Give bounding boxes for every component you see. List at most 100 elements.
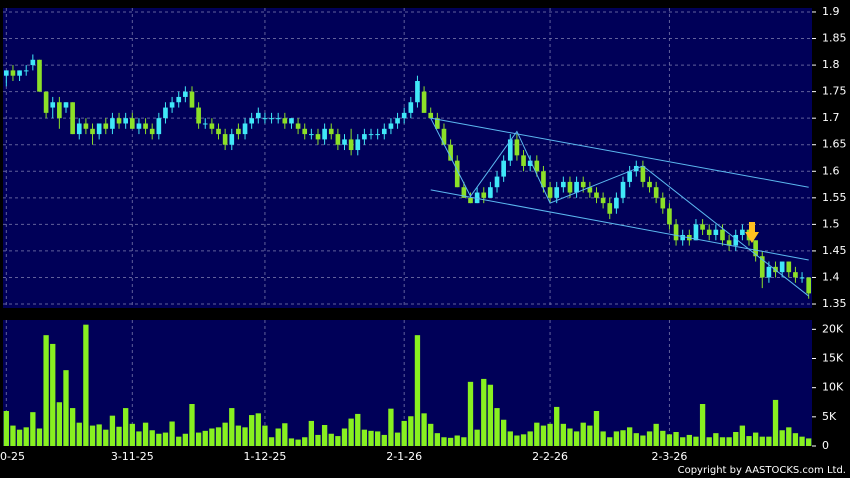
candle-body — [23, 70, 29, 72]
volume-bar — [500, 419, 507, 446]
volume-bar — [527, 431, 533, 446]
candle-body — [786, 261, 792, 273]
volume-bar — [242, 427, 248, 446]
volume-bar — [434, 433, 440, 446]
volume-bar — [103, 429, 109, 446]
y-tick-label: 1.7 — [822, 111, 840, 124]
volume-bar — [693, 436, 699, 446]
candle-body — [461, 187, 467, 198]
volume-bar — [10, 425, 16, 446]
y-tick-label: 20K — [822, 322, 844, 335]
candle-body — [541, 171, 546, 188]
volume-bar — [640, 435, 646, 446]
volume-bar — [123, 408, 129, 446]
volume-bar — [706, 437, 712, 446]
y-tick-label: 1.85 — [822, 32, 847, 45]
y-tick-label: 1.6 — [822, 164, 840, 177]
candle-body — [163, 107, 168, 119]
candle-body — [176, 96, 182, 103]
volume-bar — [255, 413, 261, 446]
volume-bar — [16, 429, 23, 446]
candle-body — [209, 123, 215, 129]
volume-bar — [600, 431, 606, 446]
volume-bar — [494, 408, 500, 446]
candle-body — [50, 102, 56, 108]
volume-bar — [806, 438, 812, 446]
candle-body — [282, 118, 288, 124]
x-tick-label: 2-2-26 — [532, 450, 568, 463]
candle-body — [328, 128, 334, 135]
y-tick-label: 1.8 — [822, 58, 840, 71]
volume-bar — [116, 426, 122, 446]
candle-body — [481, 192, 487, 198]
candle-body — [123, 118, 128, 124]
volume-bar — [36, 428, 43, 446]
x-tick-label: 1-12-25 — [243, 450, 286, 463]
candle-body — [726, 240, 732, 246]
candle-body — [547, 187, 553, 198]
volume-bar — [713, 433, 719, 446]
candle-body — [322, 128, 327, 140]
volume-bar — [428, 423, 434, 446]
candle-body — [779, 261, 785, 273]
candle-body — [653, 187, 659, 198]
signal-arrow — [745, 222, 759, 243]
volume-bar — [792, 433, 799, 446]
volume-bar — [189, 404, 195, 446]
candle-body — [236, 128, 241, 135]
candle-body — [567, 181, 573, 193]
volume-bar — [507, 431, 513, 446]
candle-body — [580, 181, 586, 188]
volume-bar — [50, 343, 56, 446]
volume-bar — [156, 433, 162, 446]
volume-bar — [381, 434, 387, 446]
candle-body — [680, 234, 686, 241]
y-tick-label: 1.75 — [822, 85, 847, 98]
candle-body — [401, 112, 407, 119]
candle-body — [302, 128, 308, 135]
volume-bar — [534, 422, 540, 446]
volume-bar — [779, 430, 785, 446]
volume-bar — [76, 422, 82, 446]
y-tick-label: 1.65 — [822, 138, 847, 151]
volume-bar — [646, 431, 653, 446]
candle-body — [315, 134, 321, 140]
candle-body — [249, 118, 254, 124]
candle-body — [70, 102, 75, 135]
volume-bar — [633, 433, 639, 446]
y-tick-label: 1.5 — [822, 217, 840, 230]
volume-bar — [414, 335, 421, 446]
volume-bar — [719, 437, 726, 446]
candle-body — [262, 118, 268, 120]
candle-body — [574, 181, 579, 193]
candle-body — [620, 181, 626, 198]
candle-body — [733, 234, 739, 246]
volume-bar — [169, 421, 175, 446]
zigzag-line — [430, 117, 809, 297]
copyright: Copyright by AASTOCKS.com Ltd. — [678, 465, 846, 476]
volume-bar — [229, 408, 235, 446]
volume-bar — [487, 384, 494, 446]
volume-bar — [249, 415, 255, 446]
volume-bar — [766, 436, 772, 446]
candle-body — [607, 203, 613, 214]
volume-bar — [733, 432, 739, 446]
candle-body — [753, 240, 758, 257]
candle-body — [673, 224, 679, 241]
candle-body — [275, 118, 281, 120]
volume-bar — [752, 432, 759, 446]
volume-bar — [408, 416, 414, 446]
candle-body — [96, 123, 102, 135]
candle-body — [388, 123, 394, 129]
volume-bar — [136, 431, 142, 446]
volume-bar — [302, 437, 308, 446]
y-tick-label: 1.45 — [822, 244, 847, 257]
candle-body — [587, 187, 593, 193]
y-tick-label: 1.35 — [822, 297, 847, 310]
candle-body — [103, 123, 109, 129]
volume-bar — [375, 431, 381, 446]
candle-body — [706, 229, 712, 235]
volume-bar — [321, 425, 328, 446]
volume-bar — [335, 436, 341, 446]
candle-body — [554, 187, 560, 198]
